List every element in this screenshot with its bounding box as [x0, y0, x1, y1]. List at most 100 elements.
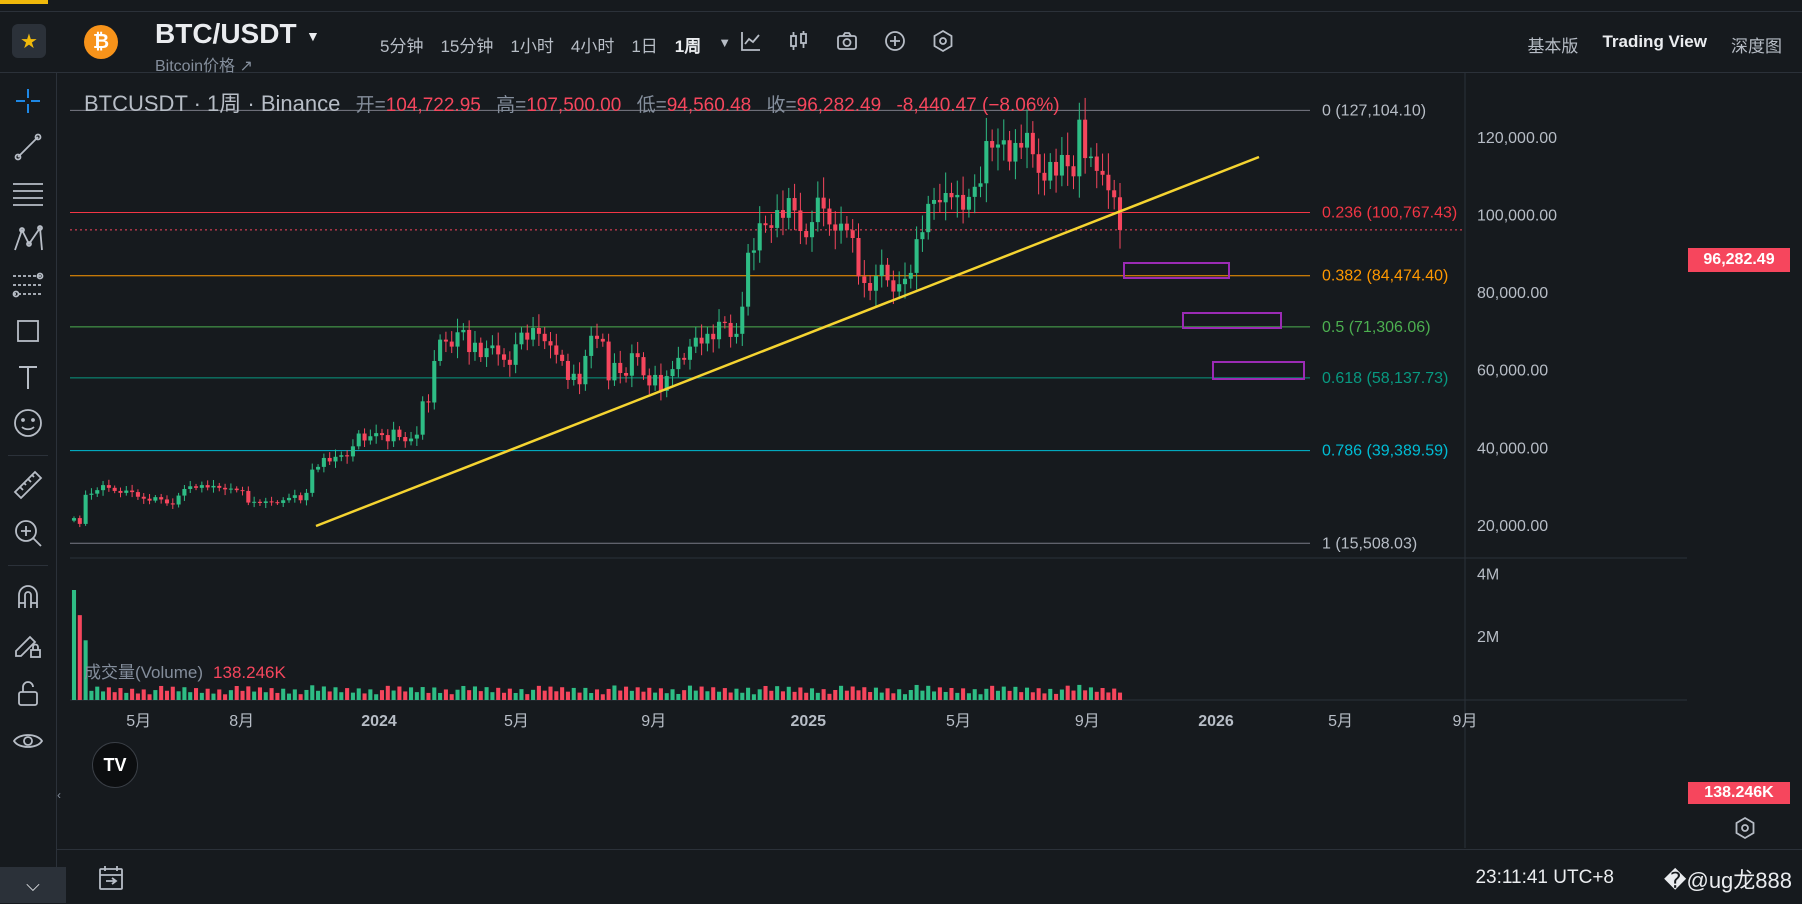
target-zone-box — [1212, 361, 1305, 380]
interval-5m[interactable]: 5分钟 — [380, 37, 424, 56]
candle-body — [984, 141, 989, 184]
tradingview-logo[interactable]: TV — [92, 742, 138, 788]
candle-body — [844, 223, 849, 231]
top-accent-bar — [0, 0, 48, 4]
crosshair-icon[interactable] — [8, 81, 48, 121]
candle-body — [821, 197, 826, 209]
volume-bar — [246, 686, 251, 700]
volume-bar — [612, 685, 617, 700]
volume-bar — [426, 692, 431, 700]
candle-body — [205, 485, 210, 488]
interval-1h[interactable]: 1小时 — [510, 37, 554, 56]
interval-1w[interactable]: 1周 — [674, 37, 702, 56]
tab-basic[interactable]: 基本版 — [1527, 37, 1579, 56]
candle-body — [926, 203, 931, 233]
volume-bar — [955, 692, 960, 700]
volume-bar — [891, 693, 896, 700]
candle-body — [135, 492, 140, 497]
volume-bar — [182, 687, 187, 700]
interval-more-chevron-icon[interactable]: ▼ — [718, 35, 732, 50]
gear-icon[interactable] — [1733, 816, 1757, 840]
time-tick-label: 2026 — [1198, 713, 1234, 730]
candle-body — [1106, 174, 1111, 191]
volume-bar — [897, 689, 902, 700]
candle-body — [159, 497, 164, 500]
panel-collapse-icon[interactable]: ‹ — [57, 788, 61, 802]
tab-tradingview[interactable]: Trading View — [1602, 32, 1707, 51]
unlock-icon[interactable] — [8, 673, 48, 713]
emoji-icon[interactable] — [8, 403, 48, 443]
ohlc-legend: BTCUSDT · 1周 · Binance 开=104,722.95 高=10… — [84, 86, 1060, 118]
candle-body — [728, 322, 733, 337]
volume-tag: 138.246K — [1688, 782, 1790, 804]
volume-bar — [693, 690, 698, 700]
toolbar-expand-chevron-icon[interactable]: ⌵ — [0, 867, 66, 903]
interval-15m[interactable]: 15分钟 — [440, 37, 494, 56]
date-range-icon[interactable] — [97, 864, 125, 892]
trend-line-icon[interactable] — [8, 127, 48, 167]
candle-body — [130, 490, 135, 493]
camera-icon[interactable] — [834, 28, 860, 54]
candle-body — [583, 355, 588, 385]
interval-1d[interactable]: 1日 — [631, 37, 658, 56]
volume-bar — [449, 694, 454, 700]
candle-body — [763, 223, 768, 226]
chevron-down-icon[interactable]: ▼ — [306, 28, 320, 44]
fib-level-label: 0.382 (84,474.40) — [1322, 268, 1448, 285]
candle-body — [374, 433, 379, 437]
volume-bar — [1007, 690, 1012, 700]
volume-bar — [1100, 687, 1105, 700]
settings-hex-icon[interactable] — [930, 28, 956, 54]
candle-body — [1042, 172, 1047, 181]
candle-body — [873, 276, 878, 291]
volume-bar — [490, 692, 495, 700]
candle-body — [275, 502, 280, 504]
volume-bar — [211, 693, 216, 700]
zoom-in-icon[interactable] — [8, 513, 48, 553]
candle-body — [594, 335, 600, 339]
volume-bar — [71, 590, 77, 700]
horizontal-lines-icon[interactable] — [8, 173, 48, 213]
bottom-bar: 23:11:41 UTC+8 �@ug龙888 — [57, 849, 1802, 904]
volume-bar — [1059, 689, 1064, 700]
candle-body — [333, 456, 338, 462]
volume-bar — [932, 691, 937, 700]
pattern-icon[interactable] — [8, 219, 48, 259]
favorite-star-icon[interactable]: ★ — [12, 24, 46, 58]
magnet-icon[interactable] — [8, 577, 48, 617]
price-chart[interactable]: 120,000.00 100,000.00 80,000.00 60,000.00 40… — [70, 73, 1687, 848]
lock-drawing-icon[interactable] — [8, 625, 48, 665]
chart-line-icon[interactable] — [738, 28, 764, 54]
candle-body — [664, 376, 669, 391]
candle-body — [1094, 156, 1099, 171]
volume-bar — [77, 615, 82, 700]
drawing-toolbar — [0, 73, 57, 903]
volume-bar — [164, 690, 170, 700]
candle-body — [995, 144, 1001, 148]
plus-circle-icon[interactable] — [882, 28, 908, 54]
ruler-icon[interactable] — [8, 465, 48, 505]
volume-bar — [374, 694, 379, 700]
target-zone-box — [1123, 262, 1230, 279]
tab-depth[interactable]: 深度图 — [1731, 37, 1782, 56]
volume-bar — [455, 689, 460, 700]
pair-subtitle-link[interactable]: Bitcoin价格 ↗ — [155, 58, 253, 75]
volume-bar — [734, 688, 739, 700]
chart-area[interactable]: 120,000.00 100,000.00 80,000.00 60,000.00 40… — [70, 73, 1687, 848]
candle-body — [780, 210, 785, 218]
candles-icon[interactable] — [786, 28, 812, 54]
eye-icon[interactable] — [8, 721, 48, 761]
interval-4h[interactable]: 4小时 — [570, 37, 615, 56]
candle-body — [327, 457, 332, 462]
volume-bar — [635, 687, 640, 700]
toolbar-divider — [8, 565, 48, 566]
pair-title[interactable]: BTC/USDT — [155, 18, 297, 49]
volume-bar — [1083, 690, 1088, 700]
volume-bar — [548, 686, 553, 700]
last-price-tag: 96,282.49 — [1688, 248, 1790, 272]
volume-bar — [565, 691, 570, 700]
fib-retracement-icon[interactable] — [8, 265, 48, 305]
candle-body — [449, 341, 454, 347]
text-icon[interactable] — [8, 357, 48, 397]
rectangle-icon[interactable] — [8, 311, 48, 351]
